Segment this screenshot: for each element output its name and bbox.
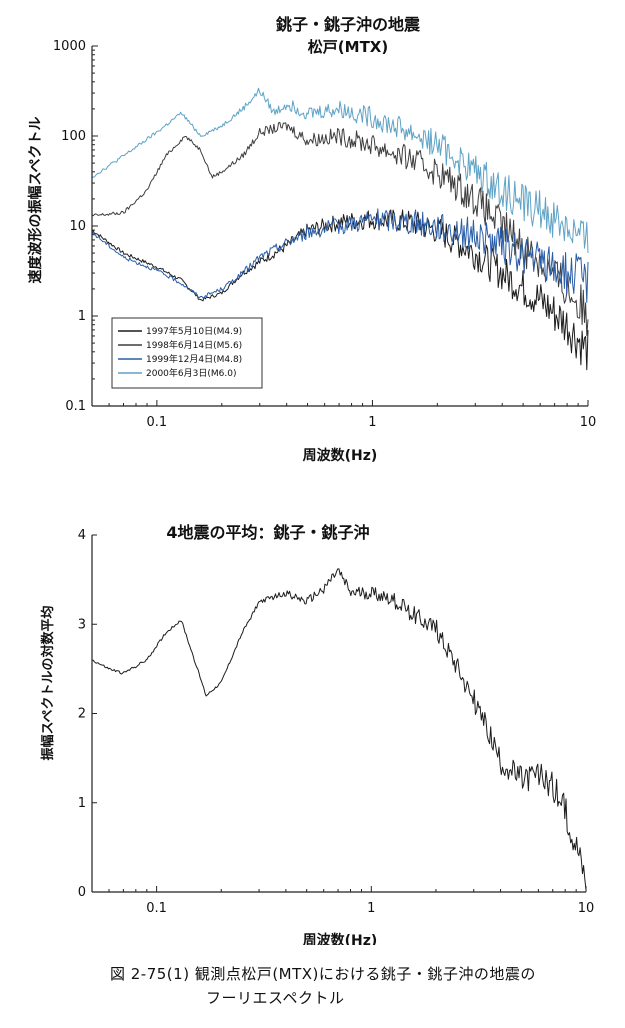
chart2-title: 4地震の平均：銚子・銚子沖 <box>166 523 369 542</box>
chart-2: 4地震の平均：銚子・銚子沖 振幅スペクトルの対数平均 周波数(Hz) 0.1 1 1… <box>40 523 595 945</box>
series-line-1 <box>91 568 587 891</box>
chart-1: 銚子・銚子沖の地震 松戸(MTX) 速度波形の振幅スペクトル 周波数(Hz) 0… <box>27 15 597 464</box>
caption-line-1: 図 2-75(1) 観測点松戸(MTX)における銚子・銚子沖の地震の <box>110 965 536 983</box>
x-tick-label: 10 <box>580 415 597 430</box>
legend-label: 1997年5月10日(M4.9) <box>146 325 242 337</box>
series-line-2 <box>91 121 589 336</box>
y-tick-label: 2 <box>78 707 86 722</box>
legend-label: 1998年6月14日(M5.6) <box>146 339 242 351</box>
chart2-ylabel: 振幅スペクトルの対数平均 <box>40 605 56 760</box>
y-tick-label: 100 <box>61 129 86 144</box>
figure-caption: 図 2-75(1) 観測点松戸(MTX)における銚子・銚子沖の地震の フーリエス… <box>110 962 610 1010</box>
x-tick-label: 10 <box>578 901 595 916</box>
series-line-3 <box>91 208 589 303</box>
chart1-ylabel: 速度波形の振幅スペクトル <box>27 116 44 283</box>
series-line-4 <box>91 87 589 254</box>
chart1-title: 銚子・銚子沖の地震 <box>276 15 421 34</box>
chart1-xlabel: 周波数(Hz) <box>303 447 378 464</box>
chart1-subtitle: 松戸(MTX) <box>308 38 388 56</box>
y-tick-label: 10 <box>69 219 86 234</box>
y-tick-label: 4 <box>78 528 86 543</box>
x-tick-label: 1 <box>368 415 376 430</box>
y-tick-label: 1000 <box>53 39 86 54</box>
legend-label: 1999年12月4日(M4.8) <box>146 353 242 365</box>
x-tick-label: 0.1 <box>147 415 168 430</box>
chart1-legend: 1997年5月10日(M4.9) 1998年6月14日(M5.6) 1999年12月… <box>111 317 263 389</box>
y-tick-label: 0.1 <box>65 399 86 414</box>
y-tick-label: 0 <box>78 885 86 900</box>
legend-box <box>111 317 263 389</box>
chart2-xlabel: 周波数(Hz) <box>303 932 378 945</box>
y-tick-label: 3 <box>78 617 86 632</box>
x-tick-label: 0.1 <box>146 901 167 916</box>
y-tick-label: 1 <box>78 309 86 324</box>
caption-line-2: フーリエスペクトル <box>206 989 345 1007</box>
legend-label: 2000年6月3日(M6.0) <box>146 367 236 379</box>
y-tick-label: 1 <box>78 796 86 811</box>
x-tick-label: 1 <box>367 901 375 916</box>
